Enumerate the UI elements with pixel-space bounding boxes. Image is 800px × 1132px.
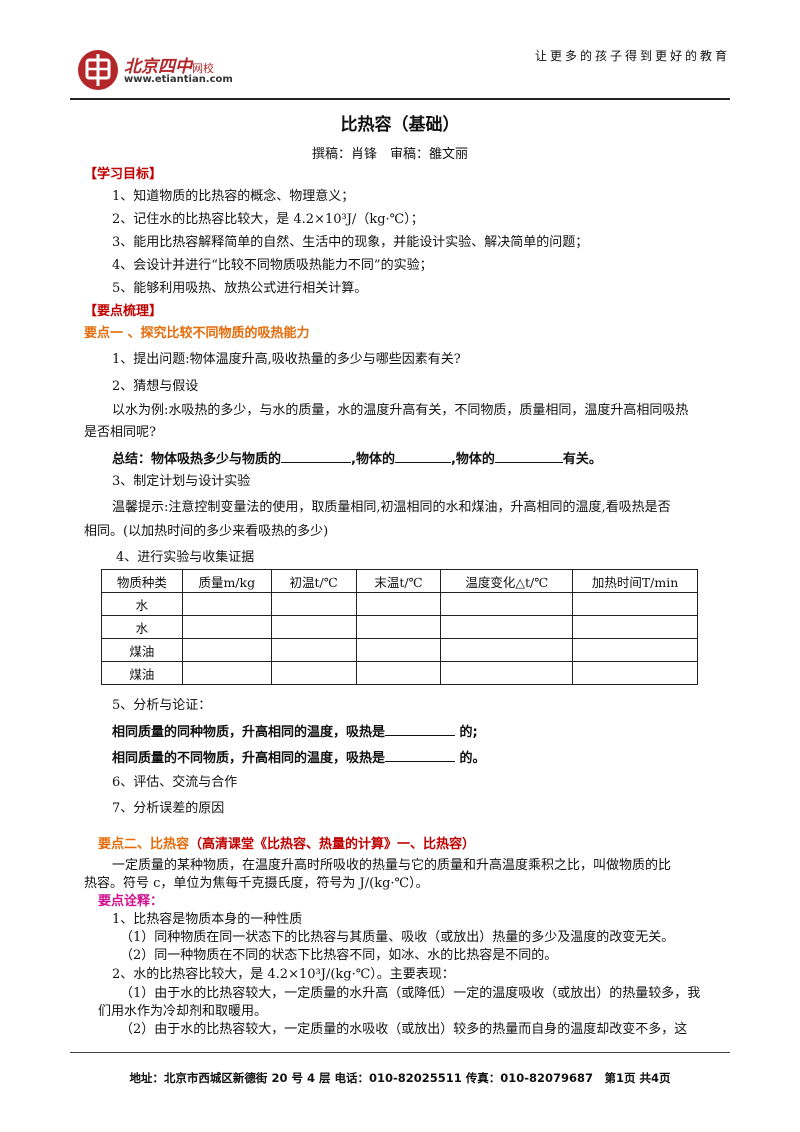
point1-example-line2: 是否相同呢? bbox=[84, 425, 156, 440]
table-cell-substance: 煤油 bbox=[101, 661, 183, 685]
table-cell-empty[interactable] bbox=[440, 661, 574, 685]
summary-text-c: ,物体的 bbox=[450, 452, 495, 467]
table-cell-empty[interactable] bbox=[181, 661, 272, 685]
point1-q6: 6、评估、交流与合作 bbox=[112, 775, 238, 790]
goals-heading: 【学习目标】 bbox=[84, 167, 163, 182]
goal-item: 2、记住水的比热容比较大，是 4.2×10³J/（kg·℃）； bbox=[112, 212, 424, 227]
point1-heading: 要点一 、探究比较不同物质的吸热能力 bbox=[84, 326, 310, 341]
point1-q3: 3、制定计划与设计实验 bbox=[112, 474, 251, 489]
table-cell-empty[interactable] bbox=[572, 638, 698, 662]
table-header: 温度变化△t/℃ bbox=[440, 569, 574, 593]
conclusion-1-blank[interactable] bbox=[385, 722, 456, 736]
table-cell-substance: 煤油 bbox=[101, 638, 183, 662]
table-cell-empty[interactable] bbox=[270, 661, 357, 685]
note-2a-line2: 们用水作为冷却剂和取暖用。 bbox=[98, 1004, 268, 1019]
table-cell-empty[interactable] bbox=[355, 638, 442, 662]
table-row: 水 bbox=[101, 615, 698, 639]
table-cell-empty[interactable] bbox=[440, 615, 574, 639]
conclusion-1: 相同质量的同种物质，升高相同的温度，吸热是 的; bbox=[112, 722, 478, 742]
conclusion-1-text: 相同质量的同种物质，升高相同的温度，吸热是 bbox=[112, 725, 386, 740]
summary-text-a: 总结：物体吸热多少与物质的 bbox=[112, 452, 282, 467]
point1-tip-line2: 相同。(以加热时间的多少来看吸热的多少) bbox=[84, 524, 329, 539]
table-cell-substance: 水 bbox=[101, 615, 183, 639]
point2-def-line2: 热容。符号 c，单位为焦每千克摄氏度，符号为 J/(kg·℃）。 bbox=[84, 876, 429, 891]
table-cell-empty[interactable] bbox=[181, 615, 272, 639]
point2-heading-link[interactable]: （高清课堂《比热容、热量的计算》一、比热容） bbox=[189, 837, 476, 852]
summary-blank-3[interactable] bbox=[494, 449, 563, 463]
note-1: 1、比热容是物质本身的一种性质 bbox=[112, 912, 303, 927]
goal-item: 5、能够利用吸热、放热公式进行相关计算。 bbox=[112, 281, 368, 296]
logo-name: 北京四中 bbox=[124, 57, 192, 77]
notes-heading: 要点诠释： bbox=[98, 894, 164, 909]
note-1a: （1）同种物质在同一状态下的比热容与其质量、吸收（或放出）热量的多少及温度的改变… bbox=[120, 930, 675, 945]
points-heading: 【要点梳理】 bbox=[84, 304, 163, 319]
page-title: 比热容（基础） bbox=[340, 115, 460, 135]
note-2: 2、水的比热容比较大，是 4.2×10³J/(kg·℃）。主要表现： bbox=[112, 967, 455, 982]
conclusion-2-end: 的。 bbox=[459, 751, 486, 766]
table-row: 煤油 bbox=[101, 638, 698, 662]
note-2a-line1: （1）由于水的比热容较大，一定质量的水升高（或降低）一定的温度吸收（或放出）的热… bbox=[120, 986, 701, 1001]
table-header-row: 物质种类 质量m/kg 初温t/℃ 末温t/℃ 温度变化△t/℃ 加热时间T/m… bbox=[101, 569, 698, 593]
point2-heading-main: 要点二、比热容 bbox=[98, 837, 190, 852]
logo-suffix: 网校 bbox=[192, 62, 214, 75]
table-cell-empty[interactable] bbox=[440, 638, 574, 662]
table-cell-empty[interactable] bbox=[270, 592, 357, 616]
table-cell-empty[interactable] bbox=[181, 592, 272, 616]
table-cell-empty[interactable] bbox=[355, 592, 442, 616]
table-cell-empty[interactable] bbox=[270, 615, 357, 639]
point1-q1: 1、提出问题:物体温度升高,吸收热量的多少与哪些因素有关? bbox=[112, 352, 461, 367]
note-2b-line1: （2）由于水的比热容较大，一定质量的水吸收（或放出）较多的热量而自身的温度却改变… bbox=[120, 1022, 688, 1037]
table-cell-empty[interactable] bbox=[572, 592, 698, 616]
note-1b: （2）同一种物质在不同的状态下比热容不同，如冰、水的比热容是不同的。 bbox=[120, 948, 558, 963]
table-header: 质量m/kg bbox=[181, 569, 272, 593]
summary-blank-1[interactable] bbox=[281, 449, 352, 463]
header-rule bbox=[70, 98, 730, 100]
footer: 地址：北京市西城区新德街 20 号 4 层 电话：010-82025511 传真… bbox=[129, 1071, 671, 1085]
point1-example-line1: 以水为例:水吸热的多少，与水的质量，水的温度升高有关，不同物质，质量相同，温度升… bbox=[112, 403, 689, 418]
point1-q7: 7、分析误差的原因 bbox=[112, 801, 225, 816]
conclusion-1-end: 的; bbox=[459, 725, 478, 740]
table-cell-empty[interactable] bbox=[355, 615, 442, 639]
logo-url: www.etiantian.com bbox=[124, 74, 233, 85]
goal-item: 3、能用比热容解释简单的自然、生活中的现象，并能设计实验、解决简单的问题； bbox=[112, 235, 589, 250]
summary-blank-2[interactable] bbox=[394, 449, 451, 463]
point1-q5: 5、分析与论证： bbox=[112, 698, 212, 713]
table-row: 煤油 bbox=[101, 661, 698, 685]
table-cell-empty[interactable] bbox=[355, 661, 442, 685]
point1-q4: 4、进行实验与收集证据 bbox=[116, 550, 255, 565]
table-cell-empty[interactable] bbox=[572, 661, 698, 685]
summary-text-d: 有关。 bbox=[562, 452, 602, 467]
table-header: 加热时间T/min bbox=[572, 569, 698, 593]
table-cell-empty[interactable] bbox=[572, 615, 698, 639]
table-cell-empty[interactable] bbox=[440, 592, 574, 616]
header: 北京四中网校 www.etiantian.com 让更多的孩子得到更好的教育 bbox=[70, 40, 730, 102]
footer-rule bbox=[70, 1052, 730, 1053]
summary-text-b: ,物体的 bbox=[351, 452, 395, 467]
table-cell-empty[interactable] bbox=[270, 638, 357, 662]
point2-def-line1: 一定质量的某种物质，在温度升高时所吸收的热量与它的质量和升高温度乘积之比，叫做物… bbox=[112, 858, 672, 873]
conclusion-2-blank[interactable] bbox=[385, 748, 456, 762]
table-header: 初温t/℃ bbox=[270, 569, 357, 593]
table-header: 物质种类 bbox=[101, 569, 183, 593]
point2-heading: 要点二、比热容（高清课堂《比热容、热量的计算》一、比热容） bbox=[98, 836, 475, 854]
table-header: 末温t/℃ bbox=[355, 569, 442, 593]
table-row: 水 bbox=[101, 592, 698, 616]
conclusion-2: 相同质量的不同物质，升高相同的温度，吸热是 的。 bbox=[112, 748, 486, 768]
logo-emblem-icon bbox=[78, 50, 118, 90]
point1-q2: 2、猜想与假设 bbox=[112, 379, 199, 394]
slogan: 让更多的孩子得到更好的教育 bbox=[534, 49, 730, 63]
point1-summary: 总结：物体吸热多少与物质的 ,物体的 ,物体的 有关。 bbox=[112, 449, 602, 469]
goal-item: 1、知道物质的比热容的概念、物理意义； bbox=[112, 189, 355, 204]
conclusion-2-text: 相同质量的不同物质，升高相同的温度，吸热是 bbox=[112, 751, 386, 766]
authors-line: 撰稿：肖锋 审稿：雒文丽 bbox=[312, 147, 469, 162]
logo: 北京四中网校 www.etiantian.com bbox=[70, 46, 240, 94]
point1-tip-line1: 温馨提示:注意控制变量法的使用，取质量相同,初温相同的水和煤油，升高相同的温度,… bbox=[112, 500, 671, 515]
table-cell-empty[interactable] bbox=[181, 638, 272, 662]
table-cell-substance: 水 bbox=[101, 592, 183, 616]
experiment-table: 物质种类 质量m/kg 初温t/℃ 末温t/℃ 温度变化△t/℃ 加热时间T/m… bbox=[101, 569, 698, 685]
goal-item: 4、会设计并进行“比较不同物质吸热能力不同”的实验； bbox=[112, 258, 433, 273]
